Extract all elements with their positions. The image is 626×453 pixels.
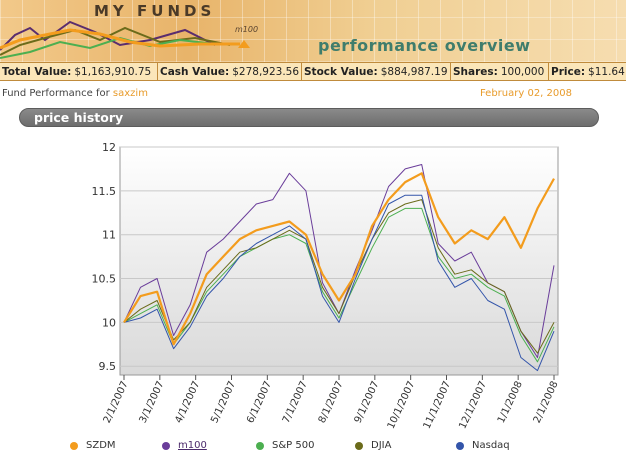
stats-bar: Total Value: $1,163,910.75 Cash Value: $… (0, 62, 626, 81)
stat-label: Price: (551, 65, 586, 78)
legend-item-s-p-500: S&P 500 (256, 440, 314, 451)
legend-link-m100[interactable]: m100 (178, 440, 207, 451)
x-tick-label: 1/1/2008 (496, 380, 525, 425)
brand-subtitle: m100 (235, 25, 259, 34)
y-tick-label: 10 (102, 316, 116, 329)
x-tick-label: 9/1/2007 (353, 380, 382, 425)
legend-dot-icon (162, 441, 170, 450)
y-tick-label: 11 (102, 229, 116, 242)
series-line-szdm (123, 172, 555, 346)
x-tick-label: 3/1/2007 (138, 380, 167, 425)
banner-tagline: performance overview (318, 36, 531, 55)
legend-item-nasdaq: Nasdaq (456, 440, 510, 451)
stat-label: Cash Value: (160, 65, 230, 78)
chart-svg: 9.5 10 10.5 11 11.5 12 2/1/2007 3/1/2007 4/1/200… (92, 141, 561, 431)
x-tick-label: 12/1/2007 (457, 380, 489, 431)
x-tick-label: 8/1/2007 (317, 380, 346, 425)
stat-label: Shares: (453, 65, 498, 78)
stat-shares: Shares: 100,000 (451, 63, 549, 80)
stat-value: 100,000 (500, 65, 545, 78)
stat-cash-value: Cash Value: $278,923.56 (158, 63, 302, 80)
stat-stock-value: Stock Value: $884,987.19 (302, 63, 451, 80)
price-history-chart: 9.5 10 10.5 11 11.5 12 2/1/2007 3/1/2007 4/1/200… (72, 139, 570, 436)
plot-area (119, 146, 559, 376)
x-tick-label: 7/1/2007 (281, 380, 310, 425)
x-tick-label: 2/1/2007 (102, 380, 131, 425)
banner-grid-pattern (0, 0, 626, 62)
section-title: price history (34, 110, 124, 125)
legend-label: DJIA (371, 440, 392, 451)
legend-item-szdm: SZDM (70, 440, 116, 451)
legend-label: SZDM (86, 440, 116, 451)
chart-legend: SZDM m100 S&P 500 DJIA Nasdaq (70, 440, 570, 453)
series-line-nasdaq (123, 194, 555, 372)
legend-dot-icon (70, 441, 78, 450)
stat-total-value: Total Value: $1,163,910.75 (0, 63, 158, 80)
banner-header: MY FUNDS m100 performance overview (0, 0, 626, 62)
x-tick-label: 4/1/2007 (173, 380, 202, 425)
stat-value: $1,163,910.75 (74, 65, 152, 78)
stat-value: $278,923.56 (232, 65, 300, 78)
y-tick-label: 10.5 (92, 273, 117, 286)
stat-value: $11.64 (588, 65, 625, 78)
y-tick-label: 11.5 (92, 185, 117, 198)
x-tick-label: 11/1/2007 (422, 380, 454, 431)
up-arrow-icon (238, 40, 250, 48)
stat-value: $884,987.19 (380, 65, 448, 78)
stat-label: Stock Value: (304, 65, 378, 78)
y-tick-label: 12 (102, 141, 116, 154)
x-tick-label: 2/1/2008 (532, 380, 561, 425)
banner-thumbnail-chart (0, 20, 250, 59)
fund-username: saxzim (112, 88, 148, 99)
legend-item-m100[interactable]: m100 (162, 440, 207, 451)
legend-dot-icon (256, 441, 264, 450)
section-header-price-history: price history (19, 108, 599, 127)
legend-label: S&P 500 (272, 440, 315, 451)
legend-dot-icon (355, 441, 363, 450)
legend-item-djia: DJIA (355, 440, 391, 451)
series-line-s-p-500 (123, 207, 555, 363)
stat-price: Price: $11.64 (549, 63, 626, 80)
brand-title: MY FUNDS (94, 2, 216, 20)
legend-label: Nasdaq (472, 440, 510, 451)
y-tick-label: 9.5 (99, 360, 117, 373)
fund-performance-prefix: Fund Performance for (2, 88, 110, 99)
fund-performance-line: Fund Performance for saxzim (2, 88, 148, 99)
x-tick-label: 10/1/2007 (386, 380, 418, 431)
x-tick-label: 5/1/2007 (209, 380, 238, 425)
stat-label: Total Value: (2, 65, 72, 78)
x-tick-label: 6/1/2007 (245, 380, 274, 425)
series-line-djia (123, 199, 555, 354)
report-date: February 02, 2008 (479, 88, 572, 99)
legend-dot-icon (456, 441, 464, 450)
